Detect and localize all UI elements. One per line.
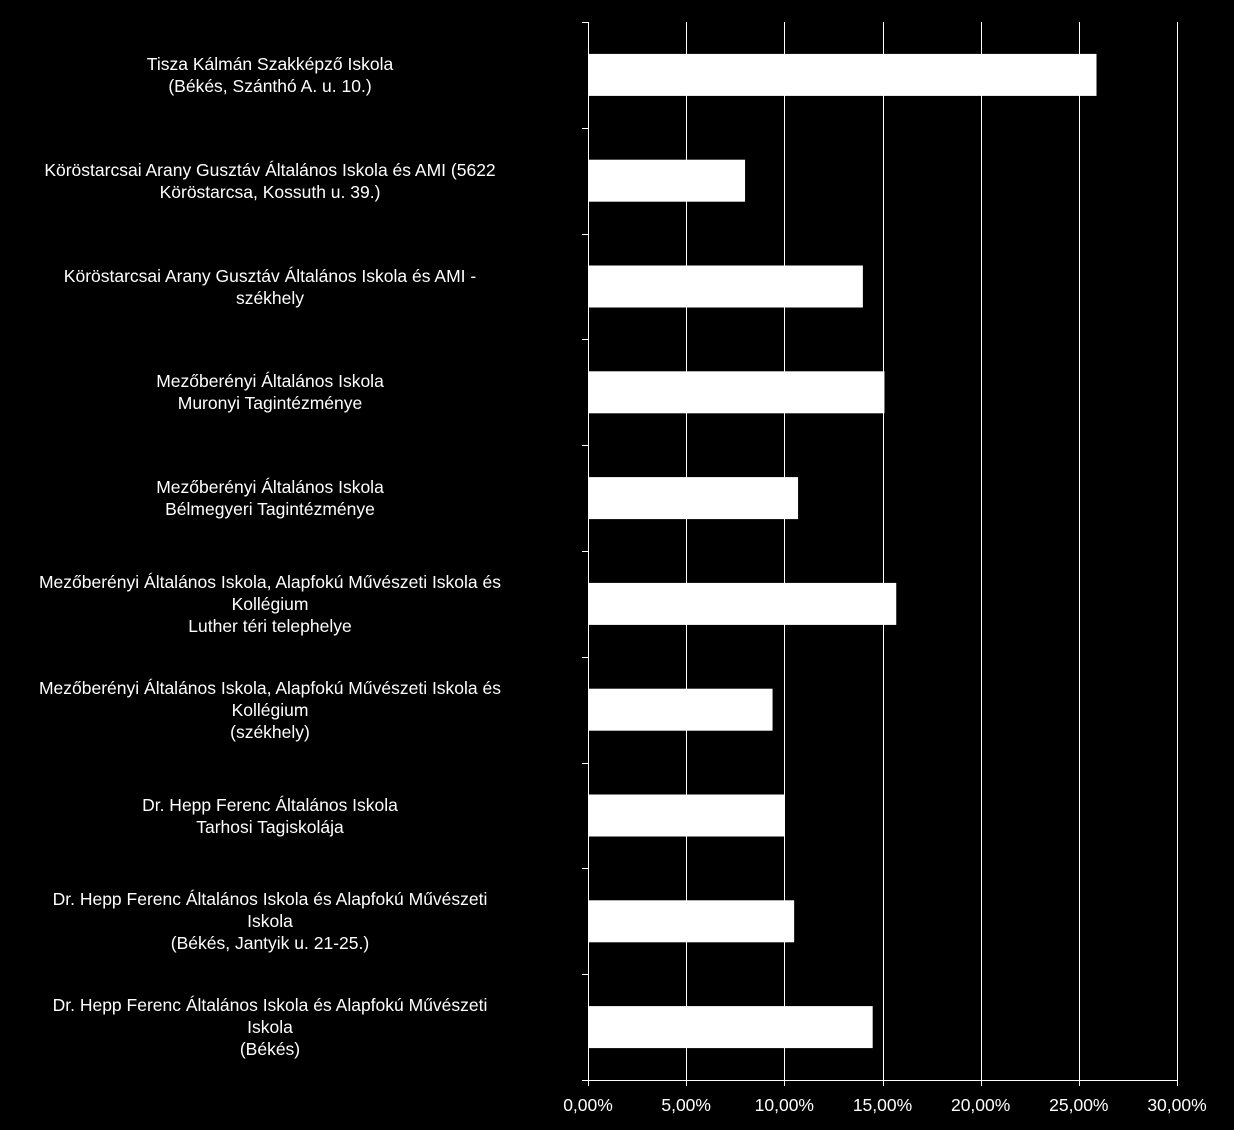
category-label: Mezőberényi Általános Iskola, Alapfokú M… xyxy=(38,571,502,636)
x-tick-label: 25,00% xyxy=(1049,1095,1109,1115)
category-label: Mezőberényi Általános Iskola, Alapfokú M… xyxy=(38,677,502,742)
axes xyxy=(582,22,1178,1086)
category-label: Köröstarcsai Arany Gusztáv Általános Isk… xyxy=(63,265,477,308)
bar xyxy=(589,159,746,202)
bar xyxy=(589,900,795,943)
x-tick-label: 5,00% xyxy=(661,1095,711,1115)
bar xyxy=(589,53,1097,96)
bar xyxy=(589,477,799,520)
x-tick-label: 10,00% xyxy=(754,1095,814,1115)
bar xyxy=(589,582,897,625)
bar xyxy=(589,794,785,837)
category-label: Köröstarcsai Arany Gusztáv Általános Isk… xyxy=(44,159,496,202)
category-label: Tisza Kálmán Szakképző Iskola (Békés, Sz… xyxy=(146,53,394,96)
category-label: Dr. Hepp Ferenc Általános Iskola és Alap… xyxy=(52,995,488,1060)
bar xyxy=(589,688,773,731)
bars xyxy=(589,53,1097,1049)
x-tick-label: 20,00% xyxy=(950,1095,1011,1115)
category-label: Mezőberényi Általános Iskola Muronyi Tag… xyxy=(156,371,384,414)
x-tick-label: 0,00% xyxy=(563,1095,613,1115)
bar xyxy=(589,1006,873,1049)
bar xyxy=(589,265,863,308)
category-label: Mezőberényi Általános Iskola Bélmegyeri … xyxy=(156,477,384,520)
x-tick-label: 15,00% xyxy=(852,1095,913,1115)
category-label: Dr. Hepp Ferenc Általános Iskola Tarhosi… xyxy=(142,794,398,837)
category-label: Dr. Hepp Ferenc Általános Iskola és Alap… xyxy=(52,889,488,954)
bar xyxy=(589,371,885,414)
x-tick-label: 30,00% xyxy=(1147,1095,1207,1115)
